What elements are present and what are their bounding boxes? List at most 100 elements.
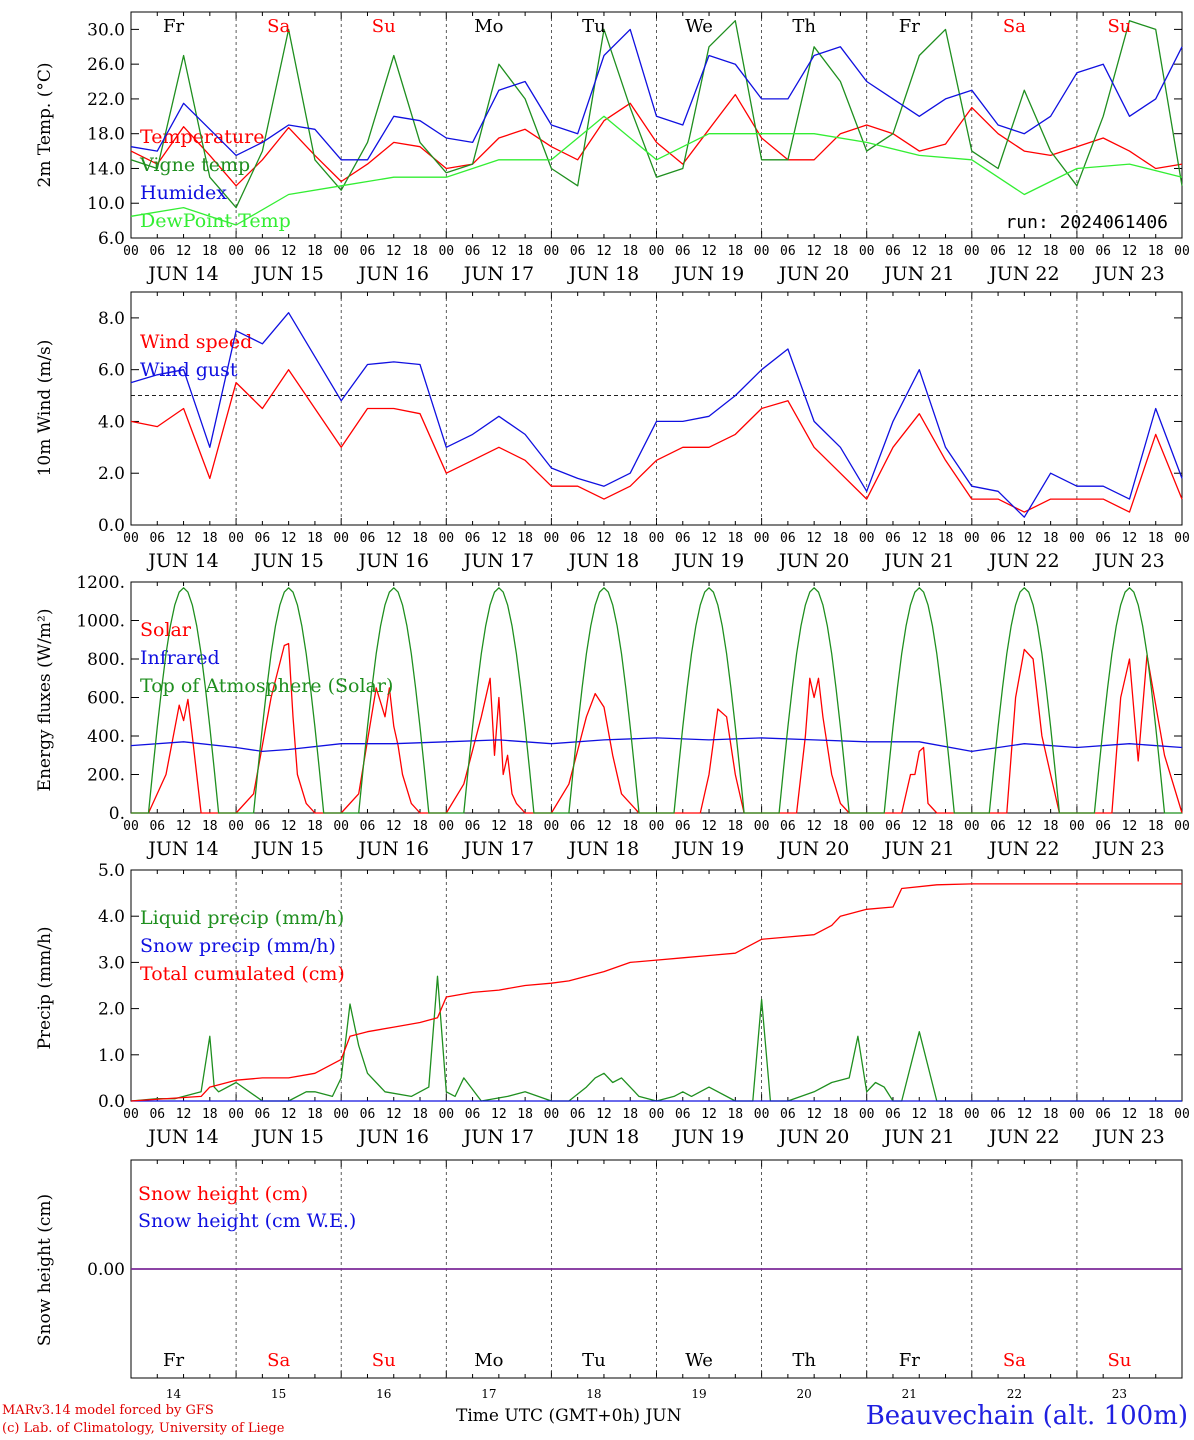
series-line-wind-speed [130,369,1183,513]
hour-tick-label: 00 [859,819,875,834]
weekday-label-bottom: Tu [582,1350,606,1371]
weekday-label-top: We [685,16,713,37]
hour-tick-label: 06 [570,1107,586,1122]
series-line-dewpoint-temp [130,115,1183,226]
date-label: JUN 17 [462,263,534,285]
hour-tick-label: 12 [176,531,192,546]
date-label: JUN 17 [462,838,534,860]
hour-tick-label: 12 [701,244,717,259]
hour-tick-label: 12 [386,244,402,259]
weekday-label-top: Th [792,16,816,37]
hour-tick-label: 12 [386,1107,402,1122]
legend-entry: Wind speed [140,331,252,353]
hour-tick-label: 18 [1148,819,1164,834]
hour-tick-label: 18 [307,1107,323,1122]
legend-entry: Humidex [140,182,227,204]
hour-tick-label: 00 [544,531,560,546]
hour-tick-label: 12 [596,1107,612,1122]
hour-tick-label: 00 [859,531,875,546]
hour-tick-label: 00 [228,819,244,834]
hour-tick-label: 06 [149,1107,165,1122]
hour-tick-label: 12 [176,244,192,259]
y-axis-label: 2m Temp. (°C) [35,62,55,187]
hour-tick-label: 00 [333,531,349,546]
hour-tick-label: 18 [307,819,323,834]
hour-tick-label: 12 [1122,819,1138,834]
weekday-label-bottom: Su [1107,1350,1131,1371]
hour-tick-label: 12 [176,819,192,834]
y-tick-label: 1200. [76,573,125,593]
weekday-label-top: Fr [163,16,184,37]
date-label: JUN 16 [357,838,429,860]
hour-tick-label: 12 [491,531,507,546]
hour-tick-label: 12 [596,819,612,834]
hour-tick-label: 00 [1069,531,1085,546]
hour-tick-label: 06 [360,819,376,834]
date-label: JUN 21 [882,838,954,860]
y-tick-label: 800. [87,650,125,670]
hour-tick-label: 12 [911,819,927,834]
hour-tick-label: 06 [255,1107,271,1122]
hour-tick-label: 18 [938,1107,954,1122]
day-number-label: 14 [166,1387,182,1401]
series-line-wind-gust [130,312,1183,518]
hour-tick-label: 06 [885,1107,901,1122]
hour-tick-label: 18 [1148,244,1164,259]
hour-tick-label: 00 [123,1107,139,1122]
hour-tick-label: 06 [360,1107,376,1122]
hour-tick-label: 06 [1095,531,1111,546]
hour-tick-label: 06 [1095,1107,1111,1122]
date-label: JUN 19 [672,1126,744,1148]
date-label: JUN 16 [357,1126,429,1148]
hour-tick-label: 18 [412,1107,428,1122]
y-tick-label: 10.0 [87,194,125,214]
y-axis-label: Snow height (cm) [35,1194,55,1346]
hour-tick-label: 06 [885,531,901,546]
y-tick-label: 6.0 [98,229,125,249]
hour-tick-label: 18 [622,244,638,259]
hour-tick-label: 06 [570,244,586,259]
hour-tick-label: 12 [1017,244,1033,259]
legend-entry: DewPoint Temp [140,210,291,232]
hour-tick-label: 06 [360,244,376,259]
hour-tick-label: 06 [990,531,1006,546]
y-tick-label: 18.0 [87,125,125,145]
hour-tick-label: 06 [570,819,586,834]
hour-tick-label: 12 [176,1107,192,1122]
date-label: JUN 16 [357,550,429,572]
hour-tick-label: 06 [780,819,796,834]
hour-tick-label: 00 [1069,819,1085,834]
hour-tick-label: 12 [386,819,402,834]
hour-tick-label: 12 [491,1107,507,1122]
hour-tick-label: 18 [622,1107,638,1122]
hour-tick-label: 12 [701,1107,717,1122]
hour-tick-label: 06 [360,531,376,546]
date-label: JUN 19 [672,263,744,285]
model-credit: MARv3.14 model forced by GFS [2,1403,214,1418]
hour-tick-label: 00 [754,531,770,546]
y-tick-label: 2.0 [98,464,125,484]
day-number-label: 22 [1007,1387,1022,1401]
hour-tick-label: 06 [885,819,901,834]
date-label: JUN 22 [987,263,1059,285]
legend-entry: Infrared [140,647,220,669]
date-label: JUN 15 [251,263,323,285]
hour-tick-label: 06 [885,244,901,259]
hour-tick-label: 12 [701,531,717,546]
y-axis-label: Energy fluxes (W/m²) [35,609,55,792]
hour-tick-label: 00 [228,244,244,259]
hour-tick-label: 18 [412,531,428,546]
hour-tick-label: 00 [544,1107,560,1122]
y-tick-label: 0.0 [98,1092,125,1112]
hour-tick-label: 06 [780,1107,796,1122]
hour-tick-label: 18 [307,244,323,259]
hour-tick-label: 00 [333,819,349,834]
hour-tick-label: 18 [727,531,743,546]
date-label: JUN 19 [672,550,744,572]
hour-tick-label: 12 [806,244,822,259]
hour-tick-label: 06 [255,819,271,834]
date-label: JUN 14 [146,550,218,572]
y-tick-label: 0.00 [87,1260,125,1280]
date-label: JUN 22 [987,550,1059,572]
